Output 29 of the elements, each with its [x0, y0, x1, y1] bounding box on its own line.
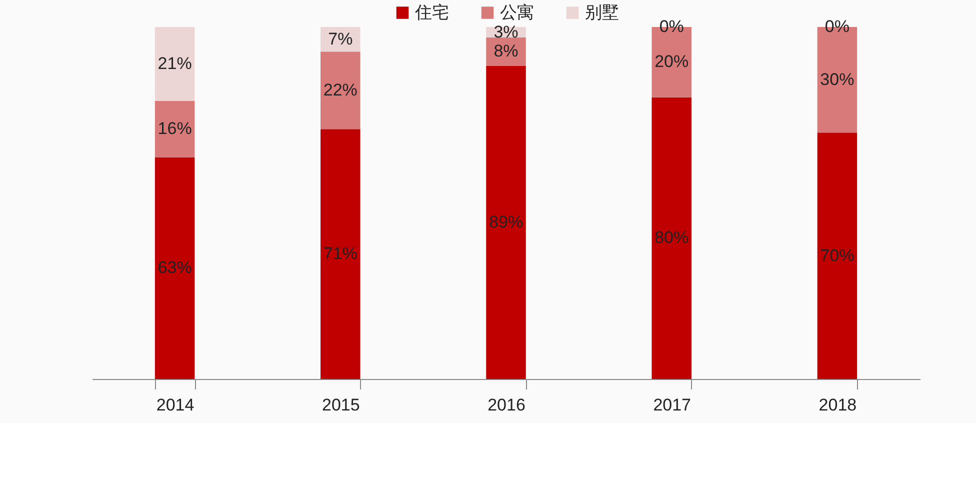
- data-label: 22%: [323, 80, 358, 100]
- data-label: 16%: [158, 119, 192, 138]
- legend-label: 别墅: [585, 2, 619, 22]
- data-label: 80%: [654, 228, 689, 248]
- x-tick-label: 2014: [156, 396, 194, 414]
- data-label: 30%: [820, 70, 854, 89]
- data-label: 8%: [494, 42, 518, 61]
- data-label: 89%: [488, 212, 524, 232]
- legend-label: 公寓: [500, 2, 534, 22]
- x-tick-label: 2018: [818, 396, 857, 414]
- bar: [154, 27, 195, 101]
- x-tick-label: 2017: [653, 396, 692, 414]
- bar: [652, 97, 692, 379]
- bar: [320, 52, 360, 130]
- data-label: 21%: [158, 54, 192, 73]
- x-tick-label: 2015: [322, 396, 360, 414]
- data-label: 63%: [158, 258, 192, 278]
- bar: [817, 132, 858, 379]
- bar: [320, 129, 360, 379]
- legend-label: 住宅: [414, 2, 449, 22]
- bar: [154, 157, 195, 379]
- x-tick-label: 2016: [488, 396, 526, 414]
- data-label: 7%: [328, 29, 353, 48]
- data-label: 3%: [494, 22, 518, 42]
- bar: [486, 66, 526, 379]
- data-label: 20%: [654, 52, 689, 72]
- data-label: 71%: [323, 244, 358, 264]
- bar: [154, 100, 195, 158]
- data-label: 70%: [820, 246, 854, 265]
